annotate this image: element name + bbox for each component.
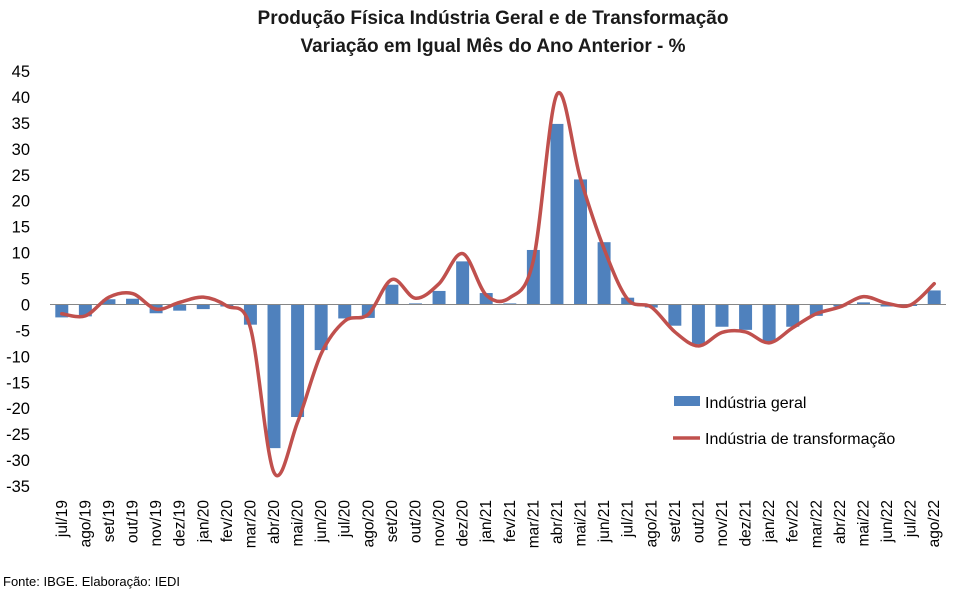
legend-label-industria-geral: Indústria geral <box>705 395 806 412</box>
bar-mai-22 <box>856 302 870 305</box>
bar-out-19 <box>126 298 140 305</box>
bar-nov-21 <box>715 304 729 327</box>
x-tick-label: jan/22 <box>761 500 778 543</box>
y-tick-label: 25 <box>12 167 30 185</box>
line-series-industria-transformacao <box>60 90 936 478</box>
x-tick-label: set/20 <box>384 500 401 543</box>
x-tick-label: jul/22 <box>903 500 920 538</box>
bar-dez-19 <box>173 304 187 311</box>
x-tick-label: jul/19 <box>54 500 71 538</box>
x-tick-label: jan/21 <box>478 500 495 543</box>
x-tick-label: jul/21 <box>620 500 637 538</box>
x-tick-label: jun/21 <box>596 500 613 543</box>
bar-ago-22 <box>927 290 941 305</box>
y-tick-label: 20 <box>12 193 30 211</box>
bar-set-20 <box>385 284 399 305</box>
legend-swatch-industria-geral <box>674 396 700 406</box>
bar-dez-21 <box>739 304 753 330</box>
y-tick-label: 35 <box>12 115 30 133</box>
bar-series-industria-geral <box>55 123 941 449</box>
x-tick-label: mai/22 <box>855 500 872 547</box>
x-tick-label: abr/22 <box>832 500 849 544</box>
x-tick-label: fev/21 <box>502 500 519 542</box>
y-tick-label: 5 <box>21 271 30 289</box>
y-tick-label: 15 <box>12 219 30 237</box>
bar-abr-21 <box>550 123 564 305</box>
y-tick-label: -20 <box>6 400 30 418</box>
x-tick-label: nov/20 <box>431 500 448 547</box>
chart-subtitle: Variação em Igual Mês do Ano Anterior - … <box>300 36 685 57</box>
x-tick-label: abr/21 <box>549 500 566 544</box>
bar-abr-20 <box>267 304 281 449</box>
legend: Indústria geral Indústria de transformaç… <box>673 395 895 448</box>
bar-mai-20 <box>291 304 305 418</box>
bar-out-20 <box>408 303 422 305</box>
x-tick-label: out/20 <box>407 500 424 543</box>
x-tick-label: ago/21 <box>643 500 660 547</box>
y-tick-label: 0 <box>21 296 30 314</box>
bar-mar-21 <box>526 249 540 305</box>
bar-fev-22 <box>786 304 800 327</box>
bar-jul-20 <box>338 304 352 319</box>
x-tick-label: jan/20 <box>195 500 212 544</box>
x-tick-label: mai/21 <box>573 500 590 547</box>
y-tick-label: -35 <box>6 478 30 496</box>
bar-jan-21 <box>479 293 493 305</box>
x-tick-label: dez/19 <box>172 500 189 547</box>
x-tick-label: mai/20 <box>290 500 307 547</box>
y-tick-label: 45 <box>12 63 30 81</box>
y-tick-label: -15 <box>6 374 30 392</box>
x-axis: jul/19 ago/19 set/19 out/19 nov/19 dez/19 jan/… <box>54 500 943 549</box>
y-tick-label: 10 <box>12 245 30 263</box>
legend-label-industria-transformacao: Indústria de transformação <box>705 431 895 448</box>
y-tick-label: -30 <box>6 452 30 470</box>
x-tick-label: jun/20 <box>313 500 330 544</box>
x-tick-label: fev/22 <box>785 500 802 542</box>
bar-jan-20 <box>196 304 210 310</box>
y-tick-label: 40 <box>12 89 30 107</box>
chart-title: Produção Física Indústria Geral e de Tra… <box>258 8 729 29</box>
source-note: Fonte: IBGE. Elaboração: IEDI <box>3 574 181 589</box>
bar-out-21 <box>691 304 705 345</box>
x-tick-label: ago/20 <box>360 500 377 548</box>
x-tick-label: ago/22 <box>926 500 943 547</box>
y-tick-label: -25 <box>6 426 30 444</box>
bar-dez-20 <box>456 261 470 305</box>
bar-jan-22 <box>762 304 776 342</box>
y-tick-label: -5 <box>15 322 30 340</box>
x-tick-label: set/19 <box>101 500 118 542</box>
x-tick-label: mar/21 <box>525 500 542 548</box>
x-tick-label: set/21 <box>667 500 684 542</box>
y-tick-label: 30 <box>12 141 30 159</box>
x-tick-label: nov/21 <box>714 500 731 547</box>
bar-ago-19 <box>78 304 92 317</box>
x-tick-label: jun/22 <box>879 500 896 543</box>
x-tick-label: dez/21 <box>738 500 755 547</box>
bar-nov-20 <box>432 290 446 305</box>
bar-mar-22 <box>809 304 823 316</box>
x-tick-label: ago/19 <box>77 500 94 547</box>
bar-fev-21 <box>503 303 517 305</box>
x-tick-label: dez/20 <box>455 500 472 547</box>
bar-mai-21 <box>574 179 588 305</box>
x-tick-label: jul/20 <box>337 500 354 538</box>
x-tick-label: fev/20 <box>219 500 236 543</box>
bar-jun-22 <box>880 304 894 307</box>
bar-jun-20 <box>314 304 328 351</box>
x-tick-label: abr/20 <box>266 500 283 544</box>
bar-set-21 <box>668 304 682 326</box>
x-tick-label: out/19 <box>125 500 142 543</box>
y-axis: 45 40 35 30 25 20 15 10 5 0 -5 -10 -15 -20 -25 -30 -35 <box>6 63 30 496</box>
x-tick-label: nov/19 <box>148 500 165 547</box>
x-tick-label: mar/20 <box>242 500 259 549</box>
x-tick-label: mar/22 <box>808 500 825 548</box>
bar-set-19 <box>102 299 116 305</box>
x-tick-label: out/21 <box>690 500 707 543</box>
y-tick-label: -10 <box>6 348 30 366</box>
